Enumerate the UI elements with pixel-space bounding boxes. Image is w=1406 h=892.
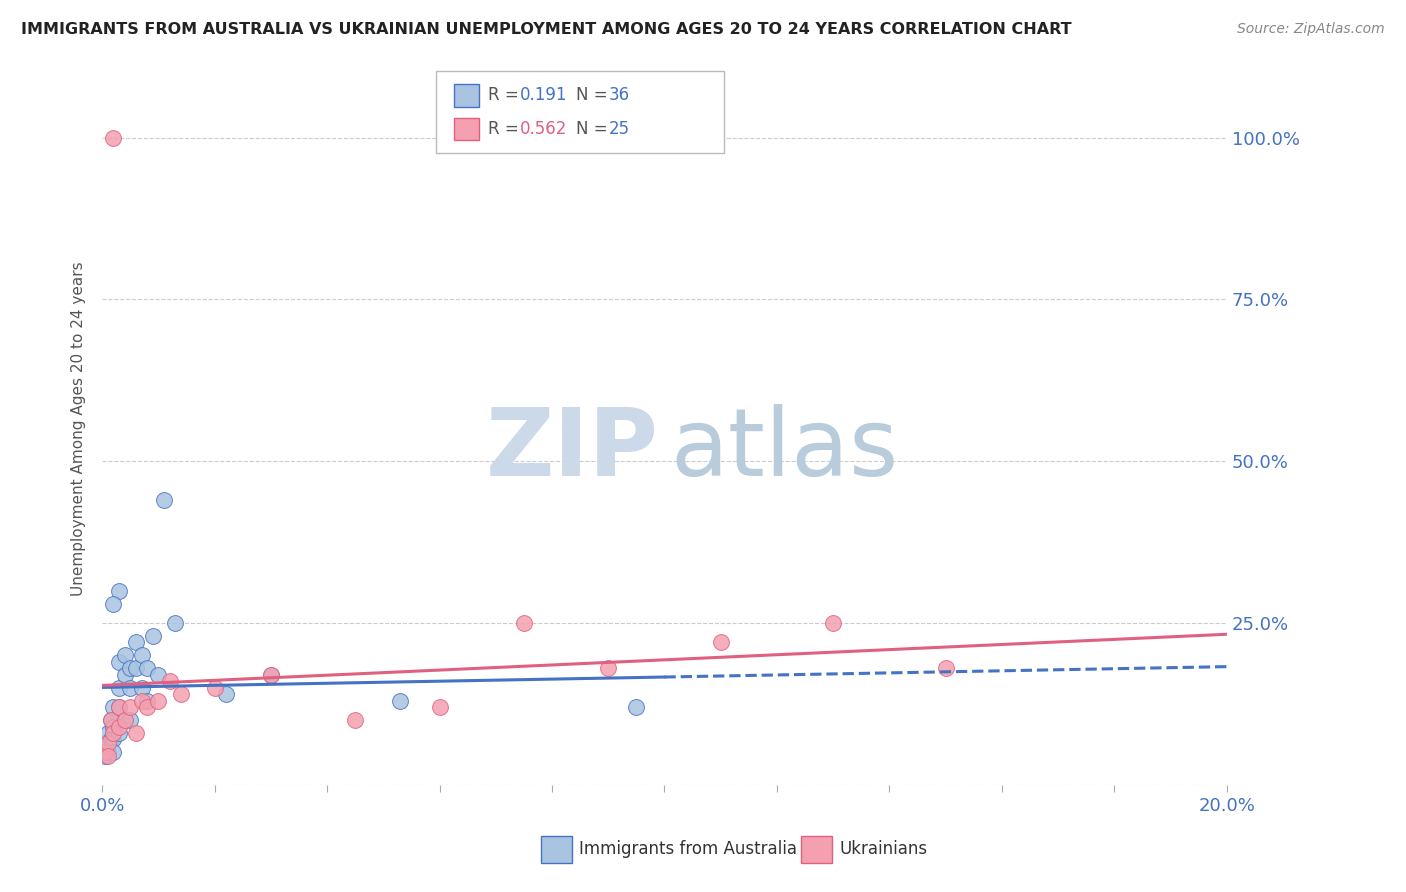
Point <box>103 732 125 747</box>
Point <box>114 713 136 727</box>
Point <box>136 693 159 707</box>
Point <box>125 661 148 675</box>
Point <box>344 713 367 727</box>
Point <box>103 700 125 714</box>
Text: atlas: atlas <box>671 404 898 496</box>
Point <box>97 726 120 740</box>
Point <box>170 687 193 701</box>
Point <box>108 583 131 598</box>
Point <box>108 681 131 695</box>
Point <box>114 667 136 681</box>
Point <box>103 726 125 740</box>
Text: IMMIGRANTS FROM AUSTRALIA VS UKRAINIAN UNEMPLOYMENT AMONG AGES 20 TO 24 YEARS CO: IMMIGRANTS FROM AUSTRALIA VS UKRAINIAN U… <box>21 22 1071 37</box>
Text: Ukrainians: Ukrainians <box>839 840 928 858</box>
Text: R =: R = <box>488 87 524 104</box>
Point <box>97 736 120 750</box>
Point <box>108 719 131 733</box>
Point <box>260 667 283 681</box>
Point <box>204 681 226 695</box>
Point <box>165 615 187 630</box>
Point <box>103 130 125 145</box>
Point <box>159 674 181 689</box>
Point <box>94 736 117 750</box>
Point <box>114 648 136 663</box>
Point <box>598 661 620 675</box>
Point <box>389 693 412 707</box>
Point <box>125 635 148 649</box>
Point <box>131 693 153 707</box>
Point <box>131 648 153 663</box>
Point <box>103 745 125 759</box>
Point <box>148 667 170 681</box>
Point <box>429 700 451 714</box>
Point <box>103 719 125 733</box>
Point <box>142 629 165 643</box>
Point <box>120 713 142 727</box>
Point <box>120 661 142 675</box>
Point <box>108 726 131 740</box>
Point <box>97 745 120 759</box>
Point <box>215 687 238 701</box>
Text: 0.562: 0.562 <box>520 120 568 138</box>
Point <box>100 732 122 747</box>
Point <box>97 748 120 763</box>
Point <box>100 713 122 727</box>
Text: 36: 36 <box>609 87 630 104</box>
Point <box>125 726 148 740</box>
Point <box>823 615 845 630</box>
Point <box>100 713 122 727</box>
Text: 25: 25 <box>609 120 630 138</box>
Text: N =: N = <box>576 87 613 104</box>
Point <box>710 635 733 649</box>
Point <box>513 615 536 630</box>
Point <box>114 713 136 727</box>
Point <box>153 493 176 508</box>
Point <box>108 700 131 714</box>
Text: 0.191: 0.191 <box>520 87 568 104</box>
Text: ZIP: ZIP <box>486 404 659 496</box>
Point <box>108 655 131 669</box>
Text: Source: ZipAtlas.com: Source: ZipAtlas.com <box>1237 22 1385 37</box>
Point <box>120 681 142 695</box>
Text: Immigrants from Australia: Immigrants from Australia <box>579 840 797 858</box>
Point <box>120 700 142 714</box>
Point <box>94 745 117 759</box>
Point <box>935 661 957 675</box>
Point <box>94 748 117 763</box>
Text: R =: R = <box>488 120 524 138</box>
Y-axis label: Unemployment Among Ages 20 to 24 years: Unemployment Among Ages 20 to 24 years <box>72 261 86 596</box>
Point <box>148 693 170 707</box>
Point <box>260 667 283 681</box>
Point <box>131 681 153 695</box>
Point <box>136 700 159 714</box>
Point <box>103 597 125 611</box>
Text: N =: N = <box>576 120 613 138</box>
Point <box>108 700 131 714</box>
Point <box>626 700 648 714</box>
Point <box>136 661 159 675</box>
